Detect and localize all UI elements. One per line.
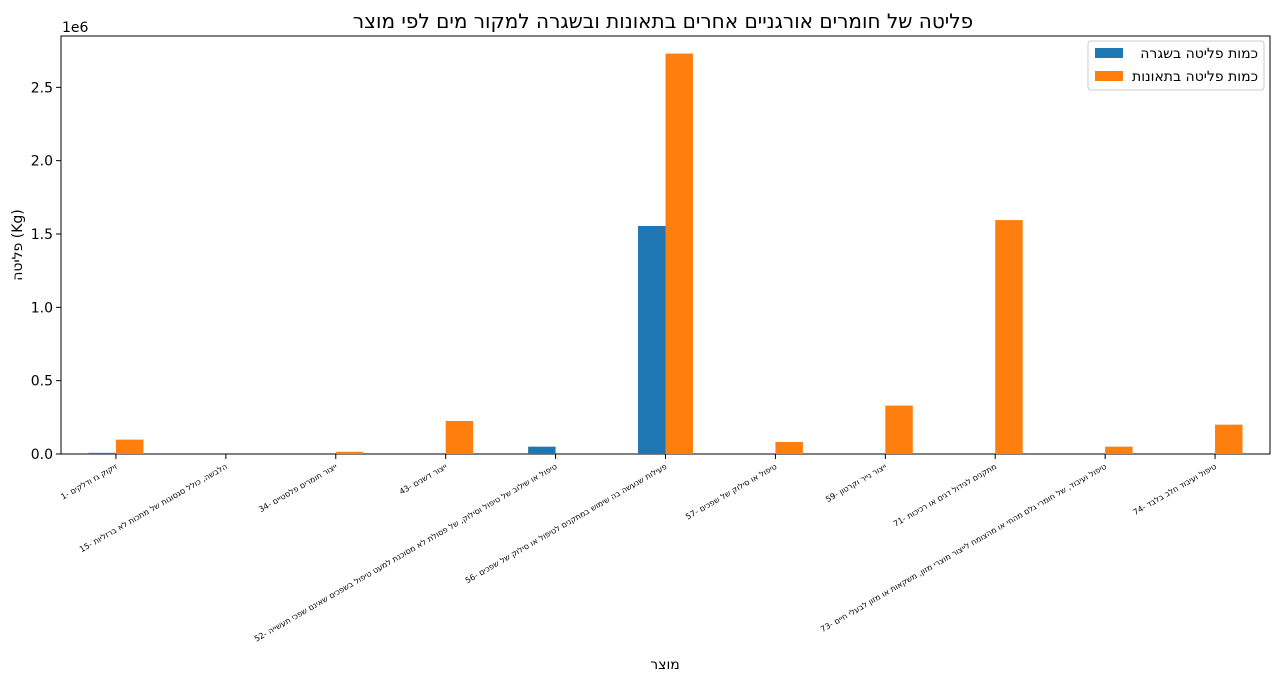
legend: כמות פליטה בשגרה כמות פליטה בתאונות (1087, 40, 1265, 91)
bar (115, 439, 144, 454)
bar (775, 441, 803, 454)
x-tick-label: 34- ייצור חומרים פלסטיים (257, 462, 339, 514)
plot-area: 0.0 0.5 1.0 1.5 2.0 2.5 1- זיקוק גז ודלקים15-… (31, 35, 1271, 644)
bar (1105, 446, 1133, 454)
y-tick-label: 0.5 (31, 374, 53, 390)
x-tick-label: 43- ייצור דשנים (398, 462, 449, 497)
bar (528, 446, 556, 454)
y-offset-label: 1e6 (62, 20, 89, 36)
legend-frame (1087, 40, 1265, 91)
y-tick-label: 1.5 (31, 227, 53, 243)
x-tick-label: 56- פעילות שנעשה בה שימוש במתקנים לטיפול… (464, 462, 669, 585)
bar (88, 452, 116, 454)
bar (885, 405, 913, 454)
y-tick-label: 2.5 (31, 80, 53, 96)
legend-label: כמות פליטה בתאונות (1132, 69, 1258, 85)
bar (638, 225, 666, 454)
x-tick-label: 57- טיפול או סילוק של שפכים (684, 462, 778, 522)
bar (445, 421, 474, 454)
y-tick-label: 0.0 (31, 447, 53, 463)
legend-label: כמות פליטה בשגרה (1140, 46, 1258, 62)
y-axis-label: פליטה (Kg) (10, 209, 26, 281)
y-axis: 0.0 0.5 1.0 1.5 2.0 2.5 (31, 80, 61, 463)
x-tick-label: 74- טיפול ועיבוד חלב בלבד (1132, 462, 1218, 517)
chart-title: פליטה של חומרים אורגניים אחרים בתאונות ו… (353, 9, 973, 33)
y-tick-label: 1.0 (31, 300, 53, 316)
legend-swatch (1095, 48, 1123, 58)
bar (995, 220, 1023, 454)
y-tick-label: 2.0 (31, 154, 53, 170)
x-tick-label: 71- מתקנים לגידול דגים או רכיכות (892, 462, 998, 529)
bar (335, 451, 364, 454)
bar (665, 53, 693, 454)
legend-swatch (1095, 71, 1123, 81)
x-tick-label: 59- ייצור נייר וקרטון (824, 462, 888, 504)
bar (1215, 424, 1243, 454)
x-axis-label: מוצר (650, 657, 680, 673)
bars (88, 53, 1243, 454)
x-tick-label: 1- זיקוק גז ודלקים (59, 462, 119, 502)
